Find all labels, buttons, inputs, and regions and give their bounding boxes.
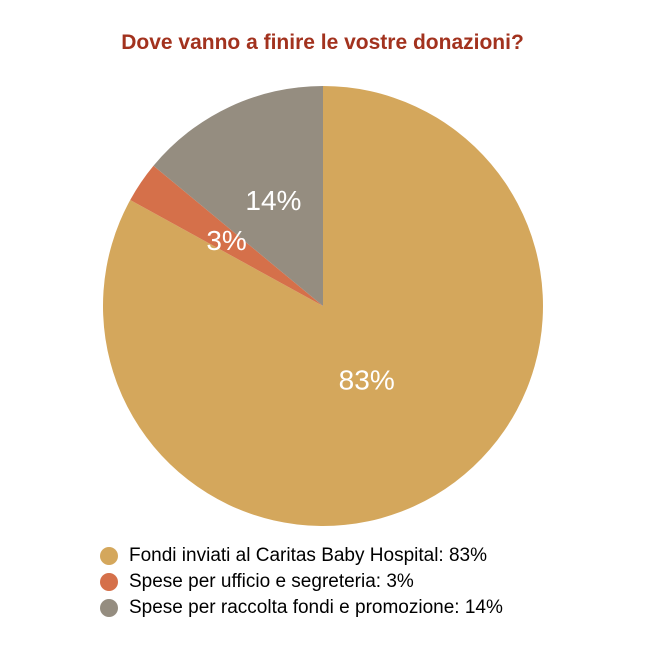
pie-data-labels: 83% 3% 14% bbox=[206, 185, 394, 395]
chart-legend: Fondi inviati al Caritas Baby Hospital: … bbox=[100, 543, 620, 621]
legend-label-fondi: Fondi inviati al Caritas Baby Hospital: … bbox=[129, 545, 488, 566]
legend-swatch-fondi bbox=[100, 547, 118, 565]
data-label-ufficio: 3% bbox=[206, 225, 246, 256]
pie-slice-fondi bbox=[102, 86, 543, 526]
pie-slices bbox=[102, 86, 543, 526]
legend-label-ufficio: Spese per ufficio e segreteria: 3% bbox=[129, 571, 414, 592]
pie-slice-ufficio bbox=[130, 165, 323, 306]
legend-swatch-ufficio bbox=[100, 573, 118, 591]
legend-swatch-raccolta bbox=[100, 599, 118, 617]
data-label-raccolta: 14% bbox=[245, 185, 301, 216]
pie-slice-raccolta bbox=[153, 86, 323, 306]
chart-title: Dove vanno a finire le vostre donazioni? bbox=[121, 31, 524, 54]
legend-label-raccolta: Spese per raccolta fondi e promozione: 1… bbox=[129, 597, 503, 618]
legend-item-raccolta: Spese per raccolta fondi e promozione: 1… bbox=[100, 595, 620, 621]
legend-item-fondi: Fondi inviati al Caritas Baby Hospital: … bbox=[100, 543, 620, 569]
legend-item-ufficio: Spese per ufficio e segreteria: 3% bbox=[100, 569, 620, 595]
data-label-fondi: 83% bbox=[339, 364, 395, 395]
